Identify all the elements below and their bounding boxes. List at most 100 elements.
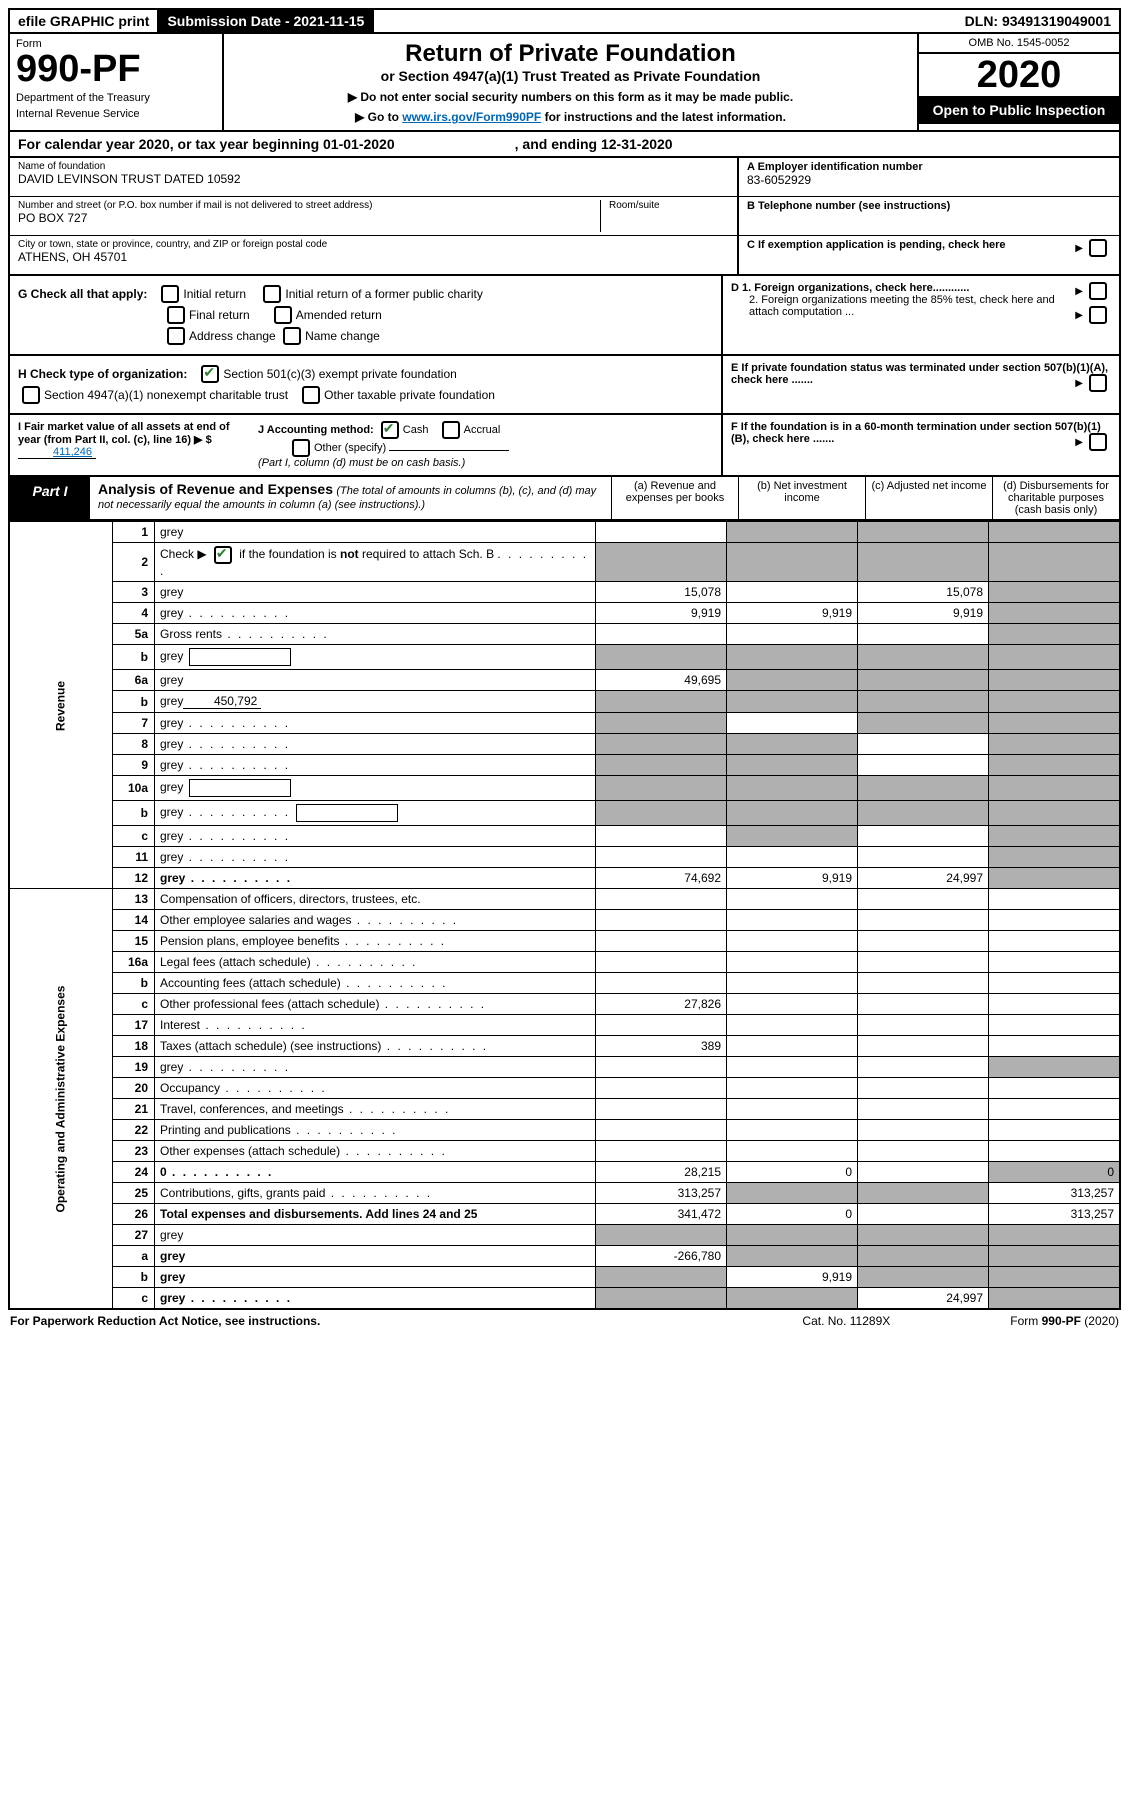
phone-row: B Telephone number (see instructions) (739, 197, 1119, 236)
row-number: 22 (113, 1120, 155, 1141)
cell-b (727, 994, 858, 1015)
row-number: 19 (113, 1057, 155, 1078)
cell-c (858, 1162, 989, 1183)
form990pf-link[interactable]: www.irs.gov/Form990PF (402, 110, 541, 124)
cal-ending: , and ending 12-31-2020 (515, 136, 673, 152)
f-checkbox[interactable] (1089, 433, 1107, 451)
inline-input[interactable] (189, 648, 291, 666)
table-row: 15Pension plans, employee benefits (9, 931, 1120, 952)
table-row: 3grey15,07815,078 (9, 582, 1120, 603)
c-label: C If exemption application is pending, c… (747, 239, 1006, 251)
cell-a (596, 755, 727, 776)
cell-d (989, 713, 1121, 734)
expenses-side-label: Operating and Administrative Expenses (9, 889, 113, 1310)
note-goto: ▶ Go to www.irs.gov/Form990PF for instru… (230, 110, 911, 124)
inline-value: 450,792 (183, 694, 261, 709)
fmv-link[interactable]: 411,246 (18, 446, 96, 459)
cell-b (727, 624, 858, 645)
cell-d (989, 826, 1121, 847)
cell-c (858, 1015, 989, 1036)
row-description: grey (155, 645, 596, 670)
c-checkbox[interactable] (1089, 239, 1107, 257)
cell-d (989, 868, 1121, 889)
address-change-checkbox[interactable] (167, 327, 185, 345)
inline-input[interactable] (189, 779, 291, 797)
cell-b (727, 1057, 858, 1078)
h1-label: Section 501(c)(3) exempt private foundat… (223, 367, 456, 381)
check-left-g: G Check all that apply: Initial return I… (10, 276, 721, 354)
cell-d (989, 670, 1121, 691)
footer-left: For Paperwork Reduction Act Notice, see … (10, 1314, 320, 1328)
info-right: A Employer identification number 83-6052… (737, 158, 1119, 274)
d1-checkbox[interactable] (1089, 282, 1107, 300)
arrow-icon (1075, 436, 1085, 448)
row-number: 25 (113, 1183, 155, 1204)
cell-a: 27,826 (596, 994, 727, 1015)
cell-a: 49,695 (596, 670, 727, 691)
row-description: Other employee salaries and wages (155, 910, 596, 931)
table-row: 18Taxes (attach schedule) (see instructi… (9, 1036, 1120, 1057)
cell-d (989, 1078, 1121, 1099)
row-number: 24 (113, 1162, 155, 1183)
cell-d (989, 1246, 1121, 1267)
cell-c (858, 1078, 989, 1099)
cell-d (989, 1057, 1121, 1078)
cell-d (989, 691, 1121, 713)
initial-former-checkbox[interactable] (263, 285, 281, 303)
cash-checkbox[interactable] (381, 421, 399, 439)
amended-checkbox[interactable] (274, 306, 292, 324)
cell-a (596, 522, 727, 543)
cell-d (989, 603, 1121, 624)
table-row: 26Total expenses and disbursements. Add … (9, 1204, 1120, 1225)
cell-c (858, 1267, 989, 1288)
e-checkbox[interactable] (1089, 374, 1107, 392)
table-row: 21Travel, conferences, and meetings (9, 1099, 1120, 1120)
row-number: b (113, 691, 155, 713)
schb-checkbox[interactable] (214, 546, 232, 564)
city-row: City or town, state or province, country… (10, 236, 737, 274)
cell-d (989, 1288, 1121, 1310)
part1-table: Revenue1grey2Check ▶ if the foundation i… (8, 521, 1121, 1310)
other-taxable-checkbox[interactable] (302, 386, 320, 404)
j1-label: Cash (403, 424, 429, 436)
cell-a (596, 1057, 727, 1078)
accrual-checkbox[interactable] (442, 421, 460, 439)
g-label: G Check all that apply: (18, 287, 147, 301)
arrow-icon (1075, 242, 1085, 254)
g2-label: Initial return of a former public charit… (285, 287, 482, 301)
cell-a (596, 713, 727, 734)
cell-b (727, 826, 858, 847)
cell-b (727, 1225, 858, 1246)
cell-a (596, 1078, 727, 1099)
row-description: Other professional fees (attach schedule… (155, 994, 596, 1015)
d2-checkbox[interactable] (1089, 306, 1107, 324)
row-number: a (113, 1246, 155, 1267)
check-section-2: H Check type of organization: Section 50… (8, 356, 1121, 415)
cell-d (989, 1267, 1121, 1288)
cell-d (989, 543, 1121, 582)
cell-d (989, 522, 1121, 543)
h2-label: Section 4947(a)(1) nonexempt charitable … (44, 388, 288, 402)
footer-form: Form 990-PF (2020) (1010, 1314, 1119, 1328)
inline-input[interactable] (296, 804, 398, 822)
check-right-f: F If the foundation is in a 60-month ter… (721, 415, 1119, 475)
cell-b (727, 543, 858, 582)
table-row: 23Other expenses (attach schedule) (9, 1141, 1120, 1162)
table-row: 22Printing and publications (9, 1120, 1120, 1141)
cell-d (989, 755, 1121, 776)
initial-return-checkbox[interactable] (161, 285, 179, 303)
ein-value: 83-6052929 (747, 173, 1111, 187)
note-pre: ▶ Go to (355, 110, 402, 124)
cell-d (989, 889, 1121, 910)
other-method-checkbox[interactable] (292, 439, 310, 457)
cell-c (858, 973, 989, 994)
row-number: 16a (113, 952, 155, 973)
4947-checkbox[interactable] (22, 386, 40, 404)
cell-b (727, 1015, 858, 1036)
name-change-checkbox[interactable] (283, 327, 301, 345)
cell-d (989, 776, 1121, 801)
cell-d (989, 582, 1121, 603)
501c3-checkbox[interactable] (201, 365, 219, 383)
info-left: Name of foundation DAVID LEVINSON TRUST … (10, 158, 737, 274)
final-return-checkbox[interactable] (167, 306, 185, 324)
